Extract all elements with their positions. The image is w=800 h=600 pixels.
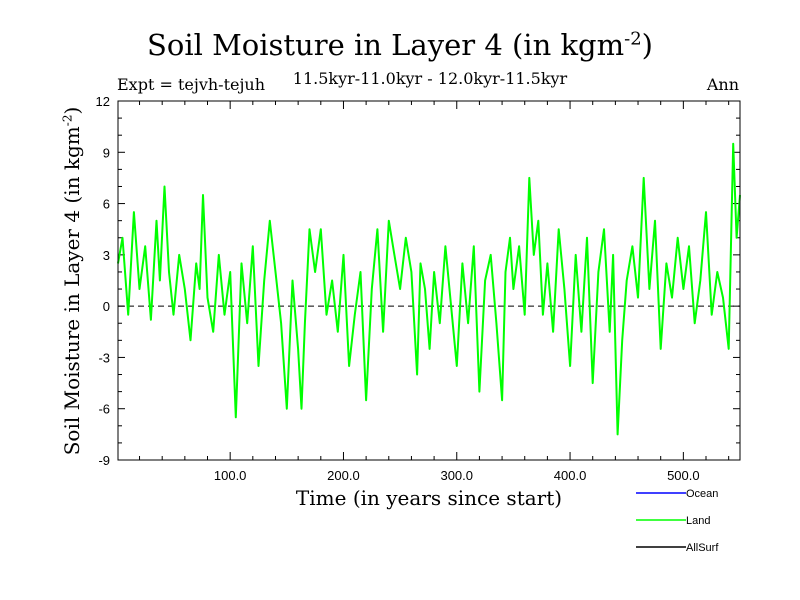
x-tick-label: 300.0	[440, 468, 473, 483]
y-tick-label: 3	[103, 248, 110, 263]
y-tick-label: -3	[98, 350, 110, 365]
legend-label-land: Land	[686, 515, 710, 527]
x-tick-label: 400.0	[554, 468, 587, 483]
y-tick-label: 0	[103, 299, 110, 314]
x-axis-label: Time (in years since start)	[295, 486, 563, 510]
chart-title: Soil Moisture in Layer 4 (in kgm-2)	[0, 28, 800, 62]
x-tick-label: 200.0	[327, 468, 360, 483]
y-tick-label: 6	[103, 197, 110, 212]
chart-title-close: )	[641, 28, 653, 62]
x-tick-label: 500.0	[667, 468, 700, 483]
experiment-label: Expt = tejvh-tejuh	[117, 75, 266, 94]
series-line-land	[117, 142, 741, 436]
legend-label-allsurf: AllSurf	[686, 542, 719, 554]
chart-subtitle: 11.5kyr-11.0kyr - 12.0kyr-11.5kyr	[292, 69, 568, 88]
plot-frame	[117, 100, 741, 461]
chart-title-text: Soil Moisture in Layer 4 (in kgm	[147, 28, 625, 62]
y-tick-label: 9	[103, 145, 110, 160]
y-tick-label: 12	[96, 94, 110, 109]
y-tick-label: -9	[98, 453, 110, 468]
y-tick-label: -6	[98, 402, 110, 417]
season-label: Ann	[706, 75, 739, 94]
legend-label-ocean: Ocean	[686, 488, 718, 500]
chart-title-superscript: -2	[624, 28, 642, 50]
x-tick-label: 100.0	[214, 468, 247, 483]
